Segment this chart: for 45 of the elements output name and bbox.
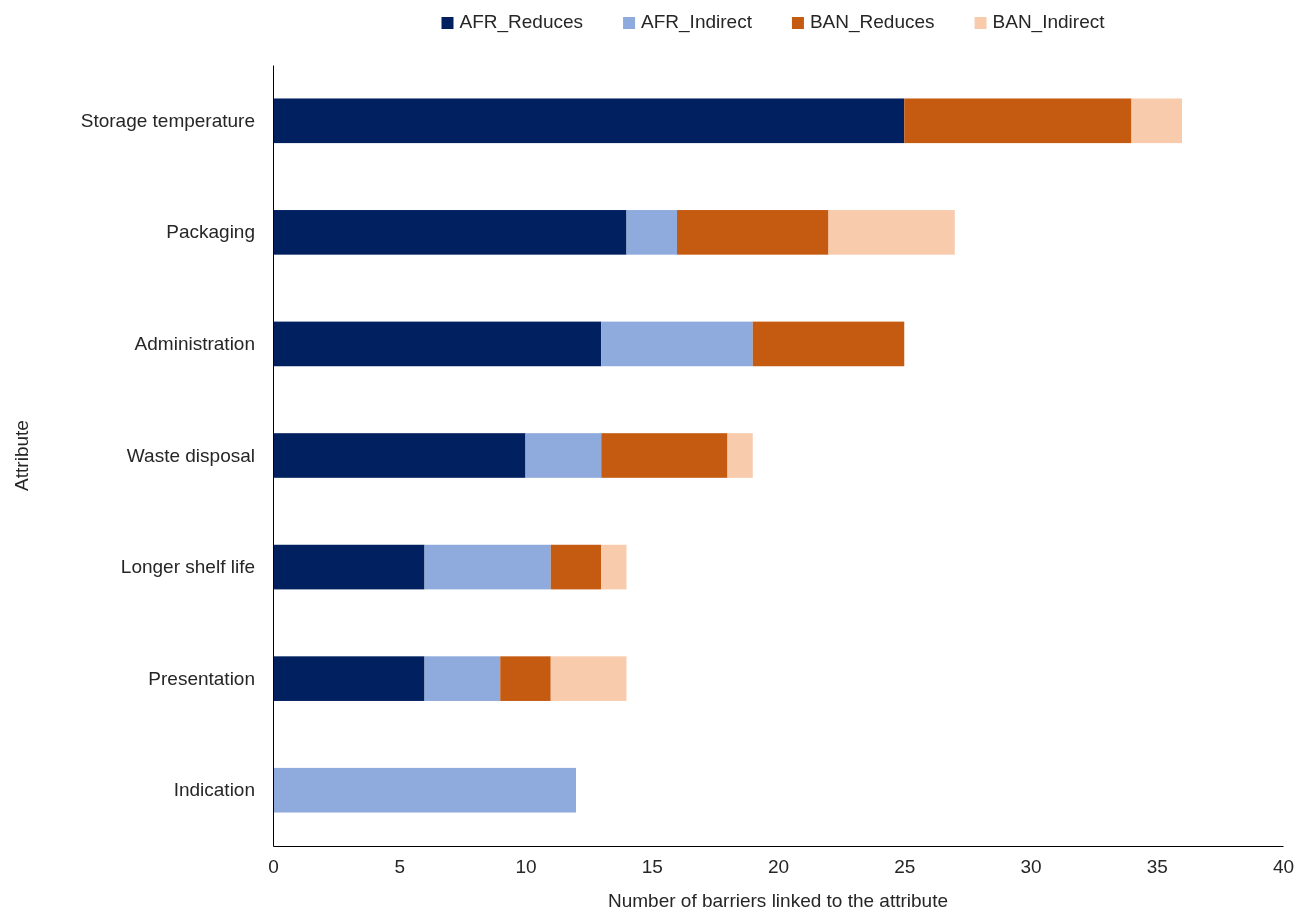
y-tick-label: Waste disposal [126, 444, 255, 466]
x-tick-label: 10 [515, 856, 537, 878]
x-tick-label: 40 [1272, 856, 1295, 878]
bar [550, 656, 627, 701]
y-tick-label: Longer shelf life [120, 556, 255, 578]
legend-label: AFR_Indirect [641, 11, 753, 33]
bar [273, 210, 627, 255]
bar [273, 98, 905, 144]
bar [601, 433, 728, 478]
bar [828, 210, 955, 255]
bar [273, 544, 425, 590]
legend-label: AFR_Reduces [459, 11, 584, 33]
x-tick-label: 5 [394, 856, 406, 878]
x-tick-label: 30 [1020, 856, 1042, 878]
bar [273, 321, 602, 367]
bar [273, 433, 526, 478]
x-tick-label: 35 [1146, 856, 1168, 878]
y-tick-label: Packaging [166, 221, 255, 243]
y-tick-label: Storage temperature [80, 109, 255, 131]
bar [550, 544, 602, 590]
bar [727, 433, 753, 478]
bar [424, 544, 551, 590]
bar [904, 98, 1132, 144]
bar [601, 544, 627, 590]
legend-label: BAN_Reduces [809, 11, 935, 33]
x-tick-label: 25 [894, 856, 916, 878]
legend-label: BAN_Indirect [992, 11, 1106, 33]
bar [525, 433, 602, 478]
bar [273, 656, 425, 701]
x-tick-label: 0 [268, 856, 279, 878]
x-tick-label: 20 [767, 856, 790, 878]
bar [273, 767, 576, 813]
bar [626, 210, 677, 255]
x-axis-title: Number of barriers linked to the attribute [607, 890, 949, 911]
bar [601, 321, 753, 367]
bar [1131, 98, 1182, 144]
bar [500, 656, 551, 701]
bar [677, 210, 829, 255]
y-axis-title: Attribute [11, 420, 32, 491]
y-tick-label: Presentation [148, 667, 255, 689]
bar [752, 321, 905, 367]
bar [424, 656, 501, 701]
x-tick-label: 15 [641, 856, 663, 878]
y-tick-label: Indication [173, 779, 255, 801]
y-tick-label: Administration [134, 333, 255, 355]
